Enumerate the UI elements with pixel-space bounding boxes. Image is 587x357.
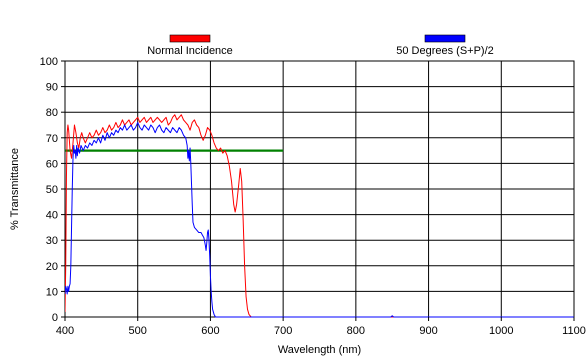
y-tick-label: 40 <box>46 210 58 222</box>
x-tick-label: 700 <box>274 325 292 337</box>
y-axis: 0 10 20 30 40 50 60 70 80 90 100 <box>40 56 65 324</box>
y-tick-label: 0 <box>52 312 58 324</box>
y-tick-label: 70 <box>46 133 58 145</box>
legend-label: 50 Degrees (S+P)/2 <box>396 45 494 57</box>
x-tick-label: 800 <box>347 325 365 337</box>
y-tick-label: 10 <box>46 286 58 298</box>
x-tick-label: 1000 <box>489 325 513 337</box>
x-tick-label: 500 <box>129 325 147 337</box>
x-tick-label: 1100 <box>562 325 586 337</box>
x-axis: 400 500 600 700 800 900 1000 1100 <box>56 317 586 337</box>
y-tick-label: 90 <box>46 82 58 94</box>
x-tick-label: 400 <box>56 325 74 337</box>
x-tick-label: 900 <box>419 325 437 337</box>
x-axis-title: Wavelength (nm) <box>278 344 361 356</box>
legend-label: Normal Incidence <box>147 45 233 57</box>
y-tick-label: 60 <box>46 158 58 170</box>
y-tick-label: 20 <box>46 261 58 273</box>
series-line-normal-incidence <box>65 114 574 318</box>
series-layer <box>65 114 574 318</box>
y-tick-label: 30 <box>46 235 58 247</box>
series-line-50-degrees <box>65 121 574 318</box>
legend-swatch <box>169 34 211 43</box>
legend: Normal Incidence 50 Degrees (S+P)/2 <box>147 34 494 57</box>
x-tick-label: 600 <box>201 325 219 337</box>
legend-swatch <box>424 34 466 43</box>
y-axis-title: % Transmittance <box>9 148 21 230</box>
y-tick-label: 100 <box>40 56 58 68</box>
y-tick-label: 80 <box>46 107 58 119</box>
y-tick-label: 50 <box>46 184 58 196</box>
